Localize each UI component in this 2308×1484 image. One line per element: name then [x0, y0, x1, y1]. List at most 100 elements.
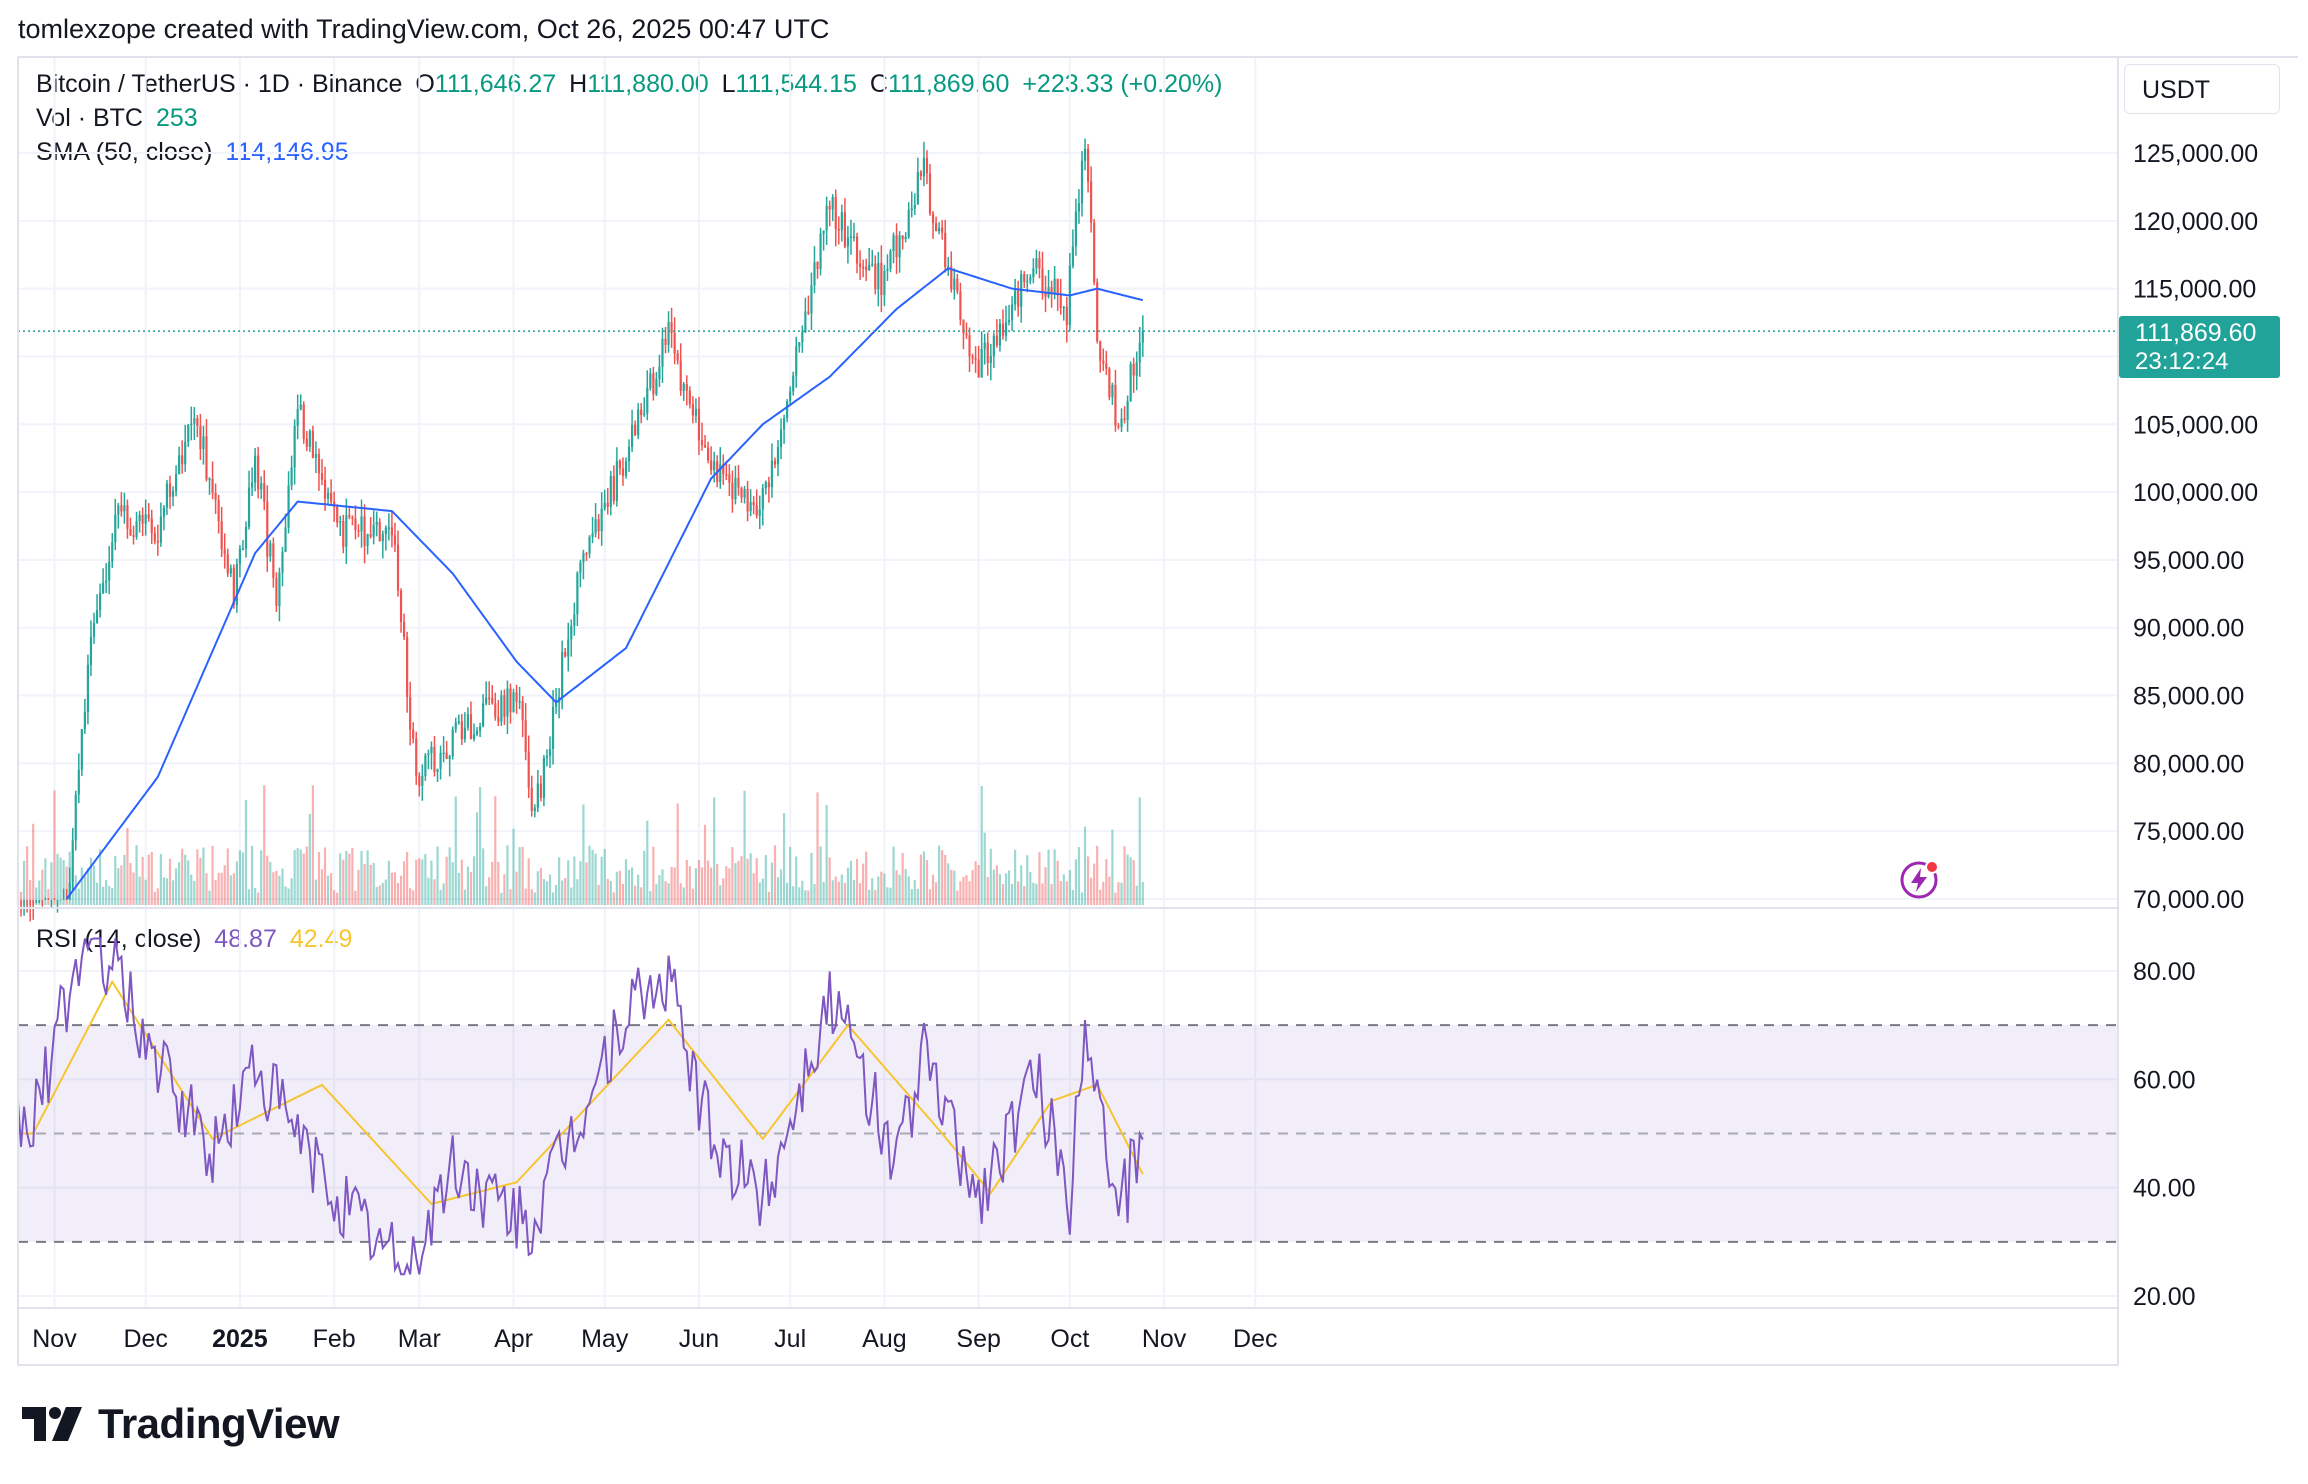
candle-body: [232, 567, 235, 606]
volume-bar: [29, 880, 32, 905]
volume-bar: [129, 863, 132, 905]
candle-body: [482, 703, 485, 727]
candle-body: [618, 460, 622, 469]
candle-body: [260, 483, 263, 490]
candle-body: [190, 423, 193, 426]
volume-bar: [247, 889, 251, 905]
volume-bar: [570, 887, 573, 905]
volume-bar: [427, 877, 430, 905]
candle-body: [196, 418, 199, 426]
volume-bar: [655, 884, 658, 905]
candle-body: [1086, 148, 1090, 182]
candle-body: [956, 278, 959, 292]
candle-body: [409, 696, 412, 730]
candle-body: [995, 335, 998, 346]
symbol-legend: Bitcoin / TetherUS · 1D · Binance O111,6…: [36, 70, 1228, 99]
volume-bar: [786, 882, 789, 905]
volume-bar: [19, 891, 23, 905]
candle-body: [931, 213, 935, 224]
time-tick-label: Dec: [123, 1325, 167, 1353]
volume-bar: [223, 865, 226, 905]
volume-bar: [840, 874, 843, 905]
candle-body: [579, 562, 582, 574]
candle-body: [418, 775, 421, 786]
volume-bar: [83, 876, 86, 905]
time-tick-label: Apr: [494, 1325, 533, 1353]
volume-bar: [105, 880, 108, 905]
volume-bar: [895, 870, 898, 905]
volume-bar: [226, 848, 229, 905]
candle-body: [831, 196, 834, 210]
volume-bar: [305, 846, 308, 905]
candle-body: [171, 491, 175, 497]
candle-body: [941, 227, 944, 233]
candle-body: [199, 425, 202, 450]
currency-selector[interactable]: USDT: [2124, 64, 2280, 114]
volume-bar: [831, 880, 834, 905]
volume-bar: [822, 882, 825, 905]
candle-body: [688, 390, 691, 405]
candle-body: [521, 701, 524, 721]
rsi-legend[interactable]: RSI (14, close) 48.87 42.49: [36, 925, 358, 954]
lightning-icon[interactable]: [1898, 859, 1940, 901]
price-axis-labels[interactable]: 125,000.00120,000.00115,000.00110,000.00…: [2133, 140, 2258, 914]
ohlc-low: L111,544.15: [721, 70, 857, 98]
volume-bar: [779, 869, 783, 905]
last-price: 111,869.60: [2135, 319, 2257, 347]
tradingview-logo[interactable]: TradingView: [22, 1399, 340, 1449]
volume-bar: [661, 869, 664, 905]
candle-body: [621, 468, 625, 476]
candle-body: [299, 404, 302, 410]
candle-body: [585, 553, 588, 555]
volume-bar: [372, 862, 375, 905]
volume-bar: [874, 889, 877, 905]
candle-body: [910, 208, 913, 211]
candle-body: [254, 455, 257, 483]
volume-bar: [524, 888, 527, 905]
chart-canvas[interactable]: 125,000.00120,000.00115,000.00110,000.00…: [0, 0, 2308, 1400]
volume-bar: [749, 853, 752, 905]
volume-bar: [184, 854, 187, 905]
volume-bar: [652, 846, 655, 905]
volume-bar: [1105, 859, 1108, 905]
price-change: +223.33 (+0.20%): [1022, 70, 1223, 98]
candle-body: [95, 610, 99, 624]
candle-body: [865, 266, 868, 271]
candle-body: [439, 752, 442, 769]
candle-body: [965, 333, 968, 336]
rsi-axis-labels[interactable]: 80.00 60.00 40.00 20.00: [2133, 958, 2196, 1311]
volume-bar: [472, 856, 476, 905]
symbol-title[interactable]: Bitcoin / TetherUS · 1D · Binance: [36, 70, 403, 98]
volume-bar: [187, 860, 190, 905]
candle-body: [269, 543, 272, 557]
candle-body: [214, 492, 217, 500]
volume-bar: [485, 886, 488, 905]
candle-body: [1108, 368, 1111, 398]
volume-bar: [1074, 859, 1078, 905]
price-tick-label: 105,000.00: [2133, 411, 2258, 439]
volume-bar: [561, 880, 564, 905]
candle-body: [351, 517, 354, 519]
candle-body: [749, 502, 752, 512]
candle-body: [348, 515, 351, 518]
volume-bar: [868, 889, 871, 905]
volume-bar: [1120, 882, 1123, 905]
volume-bar: [1129, 857, 1132, 905]
candle-body: [703, 445, 707, 448]
time-axis-labels[interactable]: Nov Dec 2025 Feb Mar Apr May Jun Jul Aug Sep Oct Nov…: [32, 1325, 1277, 1353]
volume-bar: [345, 850, 348, 905]
candle-body: [363, 516, 366, 547]
volume-bar: [333, 890, 336, 905]
volume-bar: [1114, 892, 1117, 905]
price-tick-label: 120,000.00: [2133, 208, 2258, 236]
grid-lines: [18, 57, 2118, 1308]
candle-body: [609, 476, 612, 507]
candle-body: [825, 205, 828, 231]
candle-body: [454, 722, 457, 730]
volume-bar: [232, 873, 235, 905]
volume-bar: [728, 868, 731, 905]
candle-body: [959, 291, 962, 320]
candle-body: [539, 783, 542, 798]
volume-bar: [205, 873, 208, 905]
candle-body: [202, 436, 205, 450]
